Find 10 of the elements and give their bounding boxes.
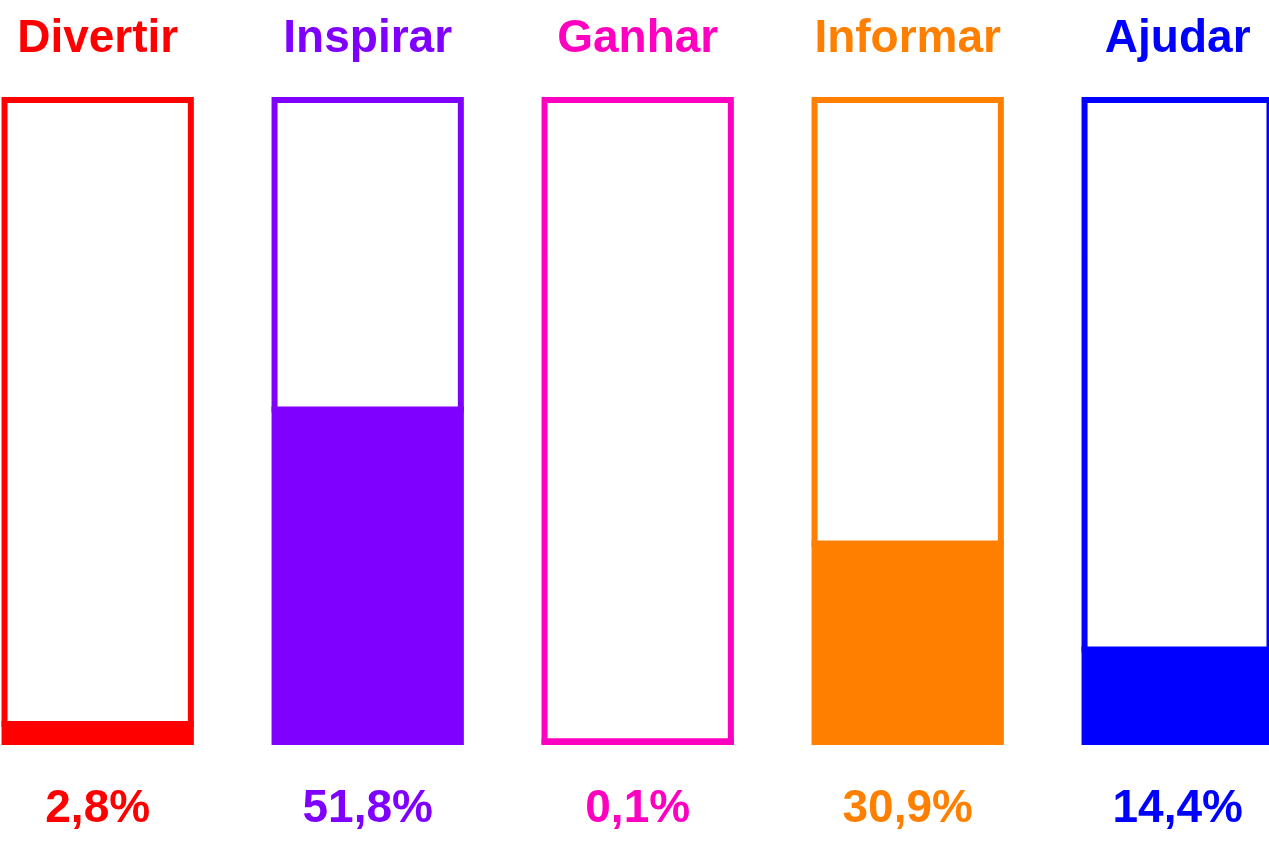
data-label: 2,8% (45, 780, 151, 833)
data-label: 51,8% (302, 780, 433, 833)
x-tick-label: Ajudar (1104, 9, 1251, 62)
x-tick-label: Divertir (17, 9, 179, 62)
data-label: 0,1% (585, 780, 691, 833)
data-label: 30,9% (842, 780, 973, 833)
x-tick-label: Ganhar (557, 9, 719, 62)
x-tick-label: Informar (814, 9, 1002, 62)
x-tick-label: Inspirar (283, 9, 453, 62)
data-label: 14,4% (1112, 780, 1243, 833)
